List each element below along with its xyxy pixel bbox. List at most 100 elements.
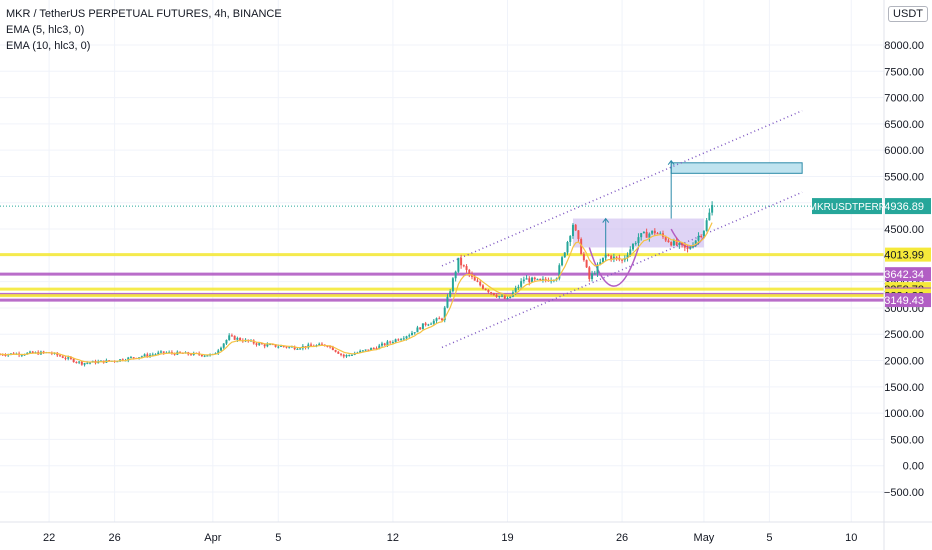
candle-body <box>391 342 394 344</box>
candle-body <box>498 296 501 298</box>
candle-body <box>280 345 283 347</box>
indicator-ema-5[interactable]: EMA (5, hlc3, 0) <box>6 24 85 36</box>
candle-body <box>487 290 490 293</box>
candle-body <box>419 327 422 330</box>
candle-body <box>42 351 45 353</box>
candle-body <box>108 360 111 362</box>
candle-body <box>364 349 367 351</box>
candle-body <box>591 273 594 279</box>
candle-body <box>621 259 624 261</box>
candle-body <box>558 265 561 279</box>
candle-body <box>634 243 637 245</box>
time-axis[interactable]: 22 26 Apr 5 12 19 26 May 5 10 <box>0 521 932 544</box>
candle-body <box>143 354 146 357</box>
candle-body <box>462 265 465 267</box>
candle-body <box>582 254 585 261</box>
indicator-ema-10[interactable]: EMA (10, hlc3, 0) <box>6 40 91 52</box>
time-tick-label: 19 <box>501 532 513 544</box>
candle-body <box>129 357 132 359</box>
candle-body <box>642 231 645 234</box>
price-tick-label: 2500.00 <box>884 329 924 341</box>
candle-body <box>329 346 332 348</box>
candle-body <box>588 267 591 279</box>
candle-body <box>416 327 419 333</box>
candle-body <box>509 296 512 299</box>
candle-body <box>378 345 381 350</box>
grid <box>0 0 884 522</box>
candle-body <box>615 256 618 258</box>
candle-body <box>637 237 640 244</box>
candle-body <box>203 355 206 357</box>
candle-body <box>479 281 482 286</box>
candle-body <box>288 346 291 348</box>
candle-body <box>75 362 78 364</box>
candle-body <box>146 354 149 357</box>
candle-body <box>239 337 242 341</box>
candle-body <box>457 257 460 272</box>
candle-body <box>266 344 269 347</box>
level-price-tag <box>885 267 931 282</box>
candle-body <box>132 357 135 359</box>
ema-line <box>0 222 713 363</box>
time-tick-label: 26 <box>616 532 628 544</box>
candle-body <box>596 264 599 274</box>
candle-body <box>348 354 351 356</box>
candle-body <box>533 277 536 280</box>
candle-body <box>430 323 433 325</box>
candle-body <box>151 354 154 356</box>
candle-body <box>443 307 446 321</box>
candle-body <box>233 335 236 340</box>
candle-body <box>383 343 386 346</box>
candle-body <box>708 212 711 221</box>
price-tick-label: 7000.00 <box>884 93 924 105</box>
candle-body <box>531 277 534 283</box>
candle-body <box>566 242 569 253</box>
price-tick-label: 0.00 <box>903 461 924 473</box>
candle-body <box>432 320 435 324</box>
candle-body <box>80 361 83 365</box>
candle-body <box>29 351 32 353</box>
candle-body <box>179 351 182 353</box>
candle-body <box>121 359 124 361</box>
candle-body <box>331 346 334 351</box>
cup-depth-arrow-head <box>602 217 610 223</box>
candle-body <box>361 350 364 352</box>
candle-body <box>375 348 378 350</box>
candle-body <box>31 351 34 354</box>
level-price-tag-label: 3149.43 <box>884 295 924 307</box>
candle-body <box>539 278 542 280</box>
candle-body <box>667 240 670 243</box>
candle-body <box>59 355 62 357</box>
candle-body <box>162 351 165 353</box>
candle-body <box>607 254 610 256</box>
candle-body <box>629 249 632 256</box>
candle-body <box>310 344 313 346</box>
currency-selector[interactable]: USDT <box>888 6 928 22</box>
candle-body <box>544 278 547 281</box>
last-price-tag <box>885 198 931 215</box>
candle-body <box>631 244 634 250</box>
candle-body <box>64 357 67 359</box>
candle-body <box>481 285 484 289</box>
level-price-tag-label: 4013.99 <box>884 250 924 262</box>
candle-body <box>653 230 656 234</box>
candle-body <box>220 347 222 351</box>
candle-body <box>626 255 629 258</box>
price-tick-label: 5500.00 <box>884 171 924 183</box>
candle-body <box>476 280 479 282</box>
candle-body <box>345 355 348 357</box>
candle-body <box>645 231 648 238</box>
price-tick-label: 7500.00 <box>884 66 924 78</box>
candle-body <box>159 351 162 353</box>
candle-body <box>656 233 659 235</box>
candle-body <box>293 346 296 350</box>
candle-body <box>678 242 681 245</box>
candle-body <box>694 240 697 246</box>
chart-title[interactable]: MKR / TetherUS PERPETUAL FUTURES, 4h, BI… <box>6 8 282 20</box>
candle-body <box>320 343 323 345</box>
candle-body <box>277 346 280 348</box>
candle-body <box>405 336 408 339</box>
candle-body <box>460 257 463 266</box>
candle-body <box>367 349 370 351</box>
